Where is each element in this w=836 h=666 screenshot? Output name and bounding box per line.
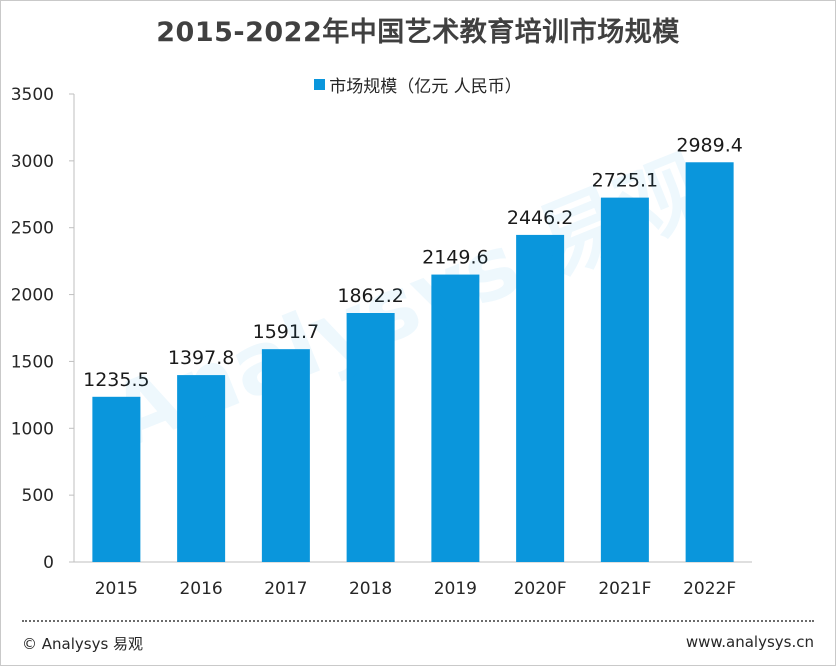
y-tick-label: 2000 [11,286,54,306]
y-tick-label: 1000 [11,419,54,439]
bar-value-label: 1397.8 [168,347,234,369]
bar [177,375,226,562]
chart-title: 2015-2022年中国艺术教育培训市场规模 [156,17,680,48]
x-tick-label: 2020F [514,579,567,599]
x-tick-label: 2017 [264,579,307,599]
x-tick-label: 2022F [683,579,736,599]
bar [685,162,734,562]
bar [261,349,310,562]
y-tick-label: 3500 [11,85,54,105]
y-tick-label: 1500 [11,352,54,372]
y-tick-label: 3000 [11,152,54,172]
chart-legend: 市场规模（亿元 人民币） [0,72,836,97]
footer-copyright: © Analysys 易观 [22,635,144,653]
bar-value-label: 1235.5 [83,369,149,391]
legend-label: 市场规模（亿元 人民币） [329,77,522,97]
x-tick-label: 2019 [434,579,477,599]
x-tick-label: 2018 [349,579,392,599]
bar-value-label: 1862.2 [337,285,403,307]
bar-value-label: 2446.2 [507,207,573,229]
bar [431,274,480,562]
bar [92,396,141,562]
y-tick-label: 500 [22,486,54,506]
y-tick-label: 0 [43,553,54,573]
legend-swatch [314,79,326,90]
footer-divider [22,620,814,622]
bar-value-label: 2725.1 [592,170,658,192]
bar [516,234,565,562]
bar [600,197,649,562]
x-tick-label: 2015 [95,579,138,599]
x-tick-label: 2016 [179,579,222,599]
x-tick-label: 2021F [598,579,651,599]
bar-value-label: 2149.6 [422,247,488,269]
y-tick-label: 2500 [11,219,54,239]
bar-value-label: 1591.7 [253,321,319,343]
bar-value-label: 2989.4 [676,134,742,156]
footer-website: www.analysys.cn [685,633,814,651]
bar [346,312,395,562]
